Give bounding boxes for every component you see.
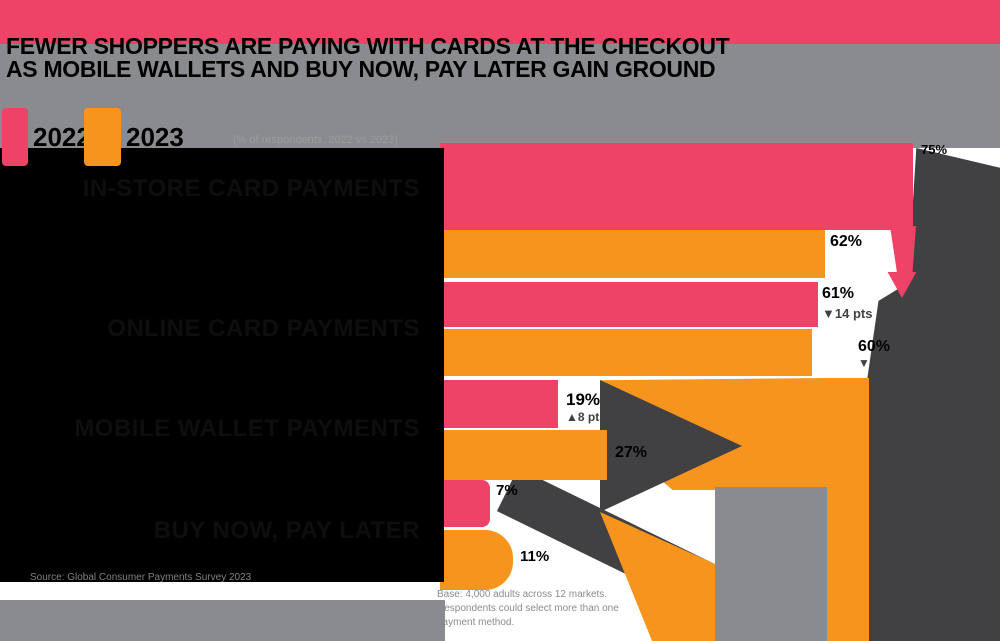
category-label-in-store-card: IN-STORE CARD PAYMENTS (82, 175, 420, 202)
value-label-2023-mobile-wallet: 27% (615, 444, 648, 461)
bar-2023-mobile-wallet (440, 430, 607, 480)
delta-label-mobile-wallet: ▲8 pts (566, 410, 606, 424)
bar-2022-online-card (440, 282, 818, 327)
value-label-2023-bnpl: 11% (520, 548, 550, 565)
legend-swatch-2022 (2, 108, 28, 166)
category-label-mobile-wallet: MOBILE WALLET PAYMENTS (74, 415, 420, 442)
footnote-line2: Respondents could select more than one (437, 603, 619, 614)
bar-2023-in-store-card (440, 230, 825, 278)
value-label-2022-in-store-card: 75% (921, 142, 948, 157)
value-label-2022-online-card: 61% (822, 285, 855, 302)
category-label-panel (0, 148, 444, 582)
bar-2022-in-store-card (440, 143, 913, 230)
chart-title-line1: FEWER SHOPPERS ARE PAYING WITH CARDS AT … (6, 33, 730, 59)
legend-label-2022: 2022 (33, 121, 91, 152)
header-pink-band (0, 0, 1000, 44)
category-label-bnpl: BUY NOW, PAY LATER (153, 517, 420, 544)
bar-2022-bnpl (440, 480, 490, 527)
bar-2023-bnpl (440, 530, 513, 590)
source-note: Source: Global Consumer Payments Survey … (30, 572, 252, 583)
header-gray-shadow-band (0, 44, 1000, 148)
chart-title-line2: AS MOBILE WALLETS AND BUY NOW, PAY LATER… (6, 56, 716, 82)
chart-subtitle-note: (% of respondents, 2022 vs 2023) (233, 134, 399, 146)
gray-shadow-block (715, 487, 827, 641)
value-label-2022-bnpl: 7% (496, 482, 518, 499)
category-label-online-card: ONLINE CARD PAYMENTS (107, 315, 420, 342)
value-label-2022-mobile-wallet: 19% (566, 390, 601, 409)
value-label-2023-online-card: 60% (858, 338, 891, 355)
bottom-gray-shadow-strip (0, 600, 445, 641)
footnote-line1: Base: 4,000 adults across 12 markets. (437, 589, 608, 600)
delta-label-online-card-2022: ▼14 pts (822, 306, 873, 321)
footnote-line3: payment method. (437, 617, 515, 628)
bar-2023-online-card (440, 329, 812, 376)
orange-arrow-column (827, 378, 869, 641)
delta-label-online-card-2023: ▼1 pt (858, 356, 892, 370)
bar-2022-mobile-wallet (440, 380, 558, 428)
pink-down-arrow-stem (890, 226, 916, 278)
value-label-2023-in-store-card: 62% (830, 233, 863, 250)
legend-label-2023: 2023 (126, 121, 184, 152)
legend-swatch-2023 (84, 108, 121, 166)
